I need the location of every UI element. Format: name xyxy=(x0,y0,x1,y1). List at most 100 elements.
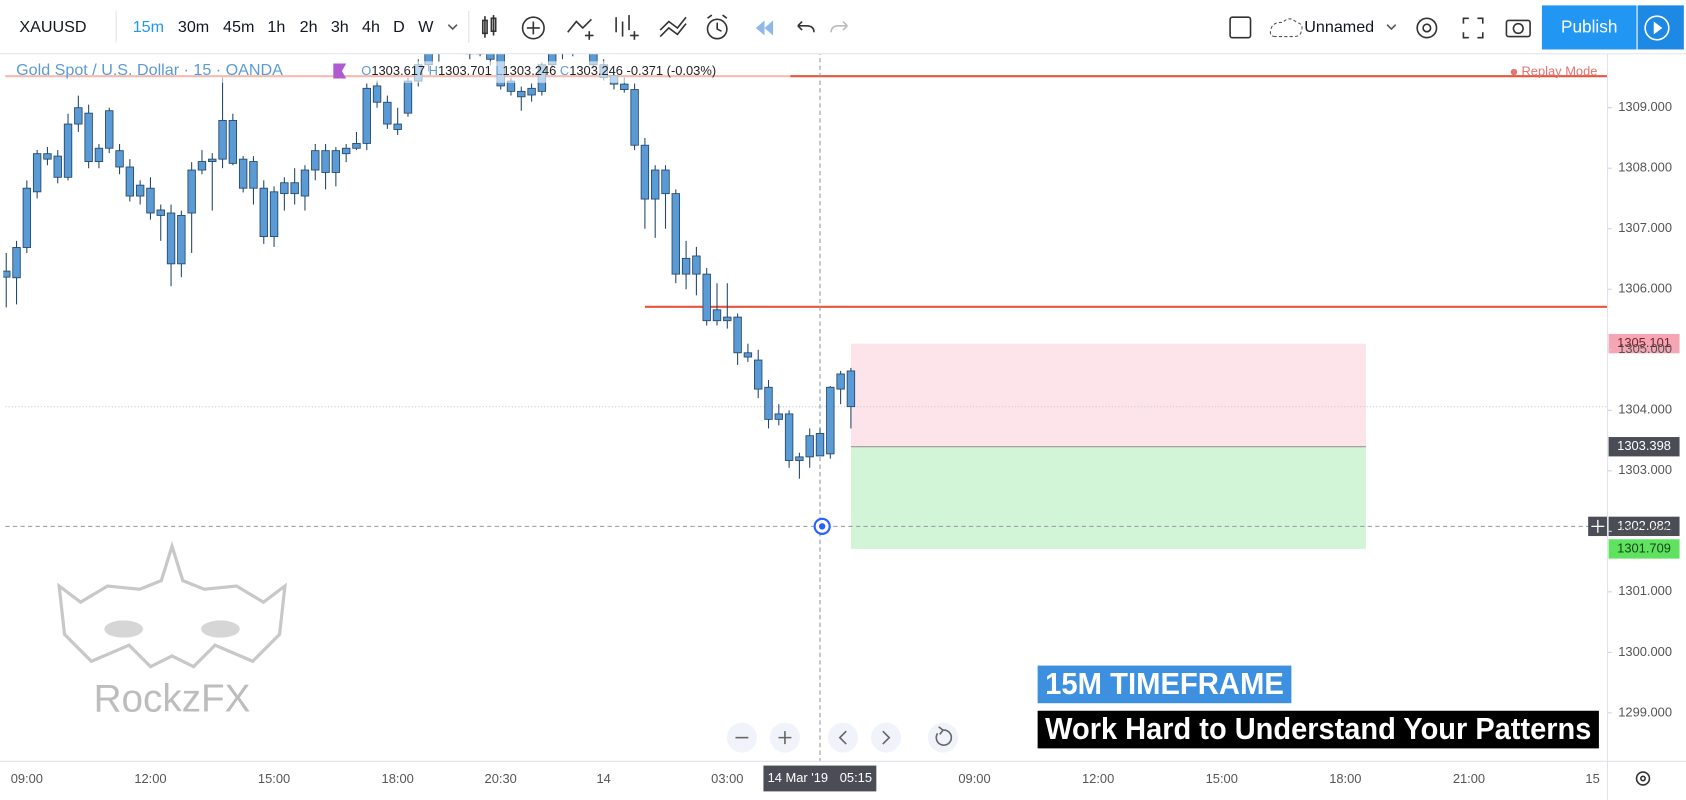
y-tick-label: 1300.000 xyxy=(1618,644,1672,659)
candle-body xyxy=(32,153,42,193)
y-tick-label: 1307.000 xyxy=(1618,220,1672,235)
target-zone xyxy=(850,343,1366,447)
templates-button[interactable] xyxy=(659,16,687,38)
toolbar: XAUUSD 15m 30m 45m 1h 2h 3h 4h D W Unnamed Publi… xyxy=(0,0,1686,55)
y-tick-label: 1308.000 xyxy=(1618,160,1672,175)
redo-button[interactable] xyxy=(830,20,848,33)
ohlc-value: 1303.617 xyxy=(371,63,425,78)
candle-body xyxy=(135,184,145,197)
x-tick-label: 14 xyxy=(597,771,611,786)
snapshot-button[interactable] xyxy=(1505,19,1531,38)
candle-body xyxy=(630,89,639,146)
candle-body xyxy=(63,123,73,178)
interval-button[interactable]: 15m xyxy=(133,18,164,36)
x-tick-label: 15 xyxy=(1585,771,1599,786)
y-tick-label: 1309.000 xyxy=(1618,99,1672,114)
settings-button[interactable] xyxy=(1416,17,1438,39)
play-triangle xyxy=(1653,21,1663,35)
candle-body xyxy=(259,187,268,238)
ohlc-letter: L xyxy=(495,63,502,78)
crosshair-plus xyxy=(1591,519,1605,533)
watermark-logo xyxy=(57,540,287,669)
axis-settings[interactable] xyxy=(1635,771,1651,786)
toolbar-background xyxy=(0,0,1686,54)
candle-body xyxy=(105,110,114,149)
interval-button[interactable]: 45m xyxy=(223,18,254,36)
candle-body xyxy=(352,142,361,149)
fullscreen-button[interactable] xyxy=(1462,17,1484,39)
x-tick-label: 09:00 xyxy=(958,771,990,786)
interval-button[interactable]: D xyxy=(393,18,405,36)
candle-body xyxy=(228,119,238,164)
interval-button[interactable]: 4h xyxy=(362,18,380,36)
candle-body xyxy=(331,150,341,173)
watermark-text: RockzFX xyxy=(94,677,251,720)
interval-button[interactable]: 3h xyxy=(331,18,349,36)
interval-dropdown[interactable] xyxy=(447,24,458,31)
publish-button[interactable] xyxy=(1541,5,1637,50)
add-button[interactable] xyxy=(521,16,545,40)
legend-ohlc: O1303.617 H1303.701 L1303.246 C1303.246 … xyxy=(361,63,716,78)
watermark-eye xyxy=(104,620,144,638)
candle-body xyxy=(177,214,186,265)
y-tick-label: 1306.000 xyxy=(1618,281,1672,296)
price-label: 1305.101 xyxy=(1617,335,1671,350)
watermark-eye xyxy=(201,620,240,638)
candle-body xyxy=(280,182,289,195)
y-tick-label: 1299.000 xyxy=(1618,704,1672,719)
undo-button[interactable] xyxy=(797,20,815,33)
caption-box xyxy=(1037,665,1292,704)
candle-body xyxy=(743,352,753,358)
candle-body xyxy=(712,309,722,322)
cloud-icon xyxy=(1269,18,1303,38)
candle-body xyxy=(321,150,330,173)
scroll-left[interactable] xyxy=(827,722,859,753)
square-button[interactable] xyxy=(1229,16,1252,39)
candle-body xyxy=(517,90,526,98)
price-label-box xyxy=(1608,333,1680,354)
symbol[interactable]: XAUUSD xyxy=(19,18,86,36)
candle-body xyxy=(187,169,196,214)
interval-button[interactable]: 30m xyxy=(178,18,209,36)
y-tick-label: 1304.000 xyxy=(1618,402,1672,417)
plot-area xyxy=(3,50,1608,762)
candle-body xyxy=(146,187,155,214)
ohlc-value: 1303.701 xyxy=(438,63,492,78)
ohlc-letter: H xyxy=(429,63,438,78)
candle-body xyxy=(774,413,784,420)
intervals: 15m 30m 45m 1h 2h 3h 4h D W xyxy=(133,18,434,36)
layout-name[interactable]: Unnamed xyxy=(1304,18,1374,36)
candle-body xyxy=(208,158,217,162)
interval-button[interactable]: W xyxy=(418,18,434,36)
ohlc-value: 1303.246 xyxy=(569,63,623,78)
x-tick-label: 09:00 xyxy=(11,771,43,786)
replay-dot xyxy=(1510,68,1518,76)
chart-type-button[interactable] xyxy=(481,15,497,38)
candle-body xyxy=(249,161,258,189)
candle-body xyxy=(681,257,691,275)
caption: Work Hard to Understand Your Patterns xyxy=(1045,713,1591,746)
caption: 15M TIMEFRAME xyxy=(1045,668,1284,701)
reset-view[interactable] xyxy=(927,722,959,753)
candle-body xyxy=(94,147,104,162)
publish-label[interactable]: Publish xyxy=(1561,17,1617,37)
time-label-date: 14 Mar '19 xyxy=(768,770,829,785)
interval-button[interactable]: 1h xyxy=(267,18,285,36)
overlay: 1305.101 1303.398 1302.082 1301.709 14 Mar '… xyxy=(763,333,1680,792)
candle-body xyxy=(661,169,670,195)
candle-body xyxy=(846,370,856,408)
candle-body xyxy=(156,209,165,216)
x-tick-label: 20:30 xyxy=(485,771,517,786)
alert-button[interactable] xyxy=(706,14,728,40)
candle-body xyxy=(115,150,124,168)
interval-button[interactable]: 2h xyxy=(300,18,318,36)
replay-button[interactable] xyxy=(755,20,774,36)
x-tick-label: 18:00 xyxy=(1329,771,1361,786)
time-label-time: 05:15 xyxy=(840,770,872,785)
compare-button[interactable] xyxy=(615,15,639,40)
indicators-button[interactable] xyxy=(567,18,594,40)
scroll-right[interactable] xyxy=(870,722,902,753)
candle-body xyxy=(733,316,742,354)
candle-body xyxy=(43,153,52,160)
layout-dropdown[interactable] xyxy=(1386,24,1397,31)
